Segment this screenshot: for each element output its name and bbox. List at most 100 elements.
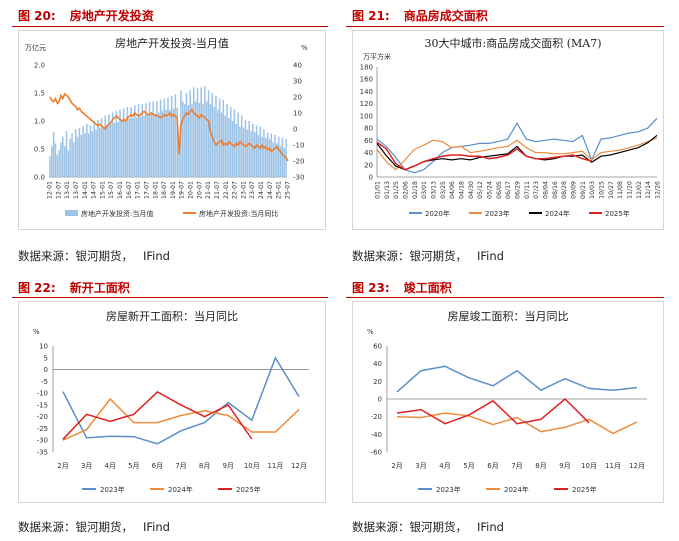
legend-line-label: 房地产开发投资:当月同比 bbox=[199, 209, 278, 218]
y-tick-label: 40 bbox=[373, 360, 382, 368]
bar-mark bbox=[259, 126, 262, 177]
series-line bbox=[62, 356, 300, 445]
bar-mark bbox=[218, 98, 221, 177]
x-tick-label: 22-01 bbox=[223, 181, 230, 199]
bar-mark bbox=[246, 129, 249, 177]
chart-title: 房地产开发投资-当月值 bbox=[115, 36, 229, 50]
bar-mark bbox=[80, 135, 83, 177]
fig21-chart-box: 30大中城市:商品房成交面积 (MA7) 万平方米 0 20 40 60 80 100 120 1… bbox=[352, 30, 664, 230]
bar-mark bbox=[163, 98, 166, 177]
y-tick-label: 60 bbox=[364, 137, 373, 145]
y-tick-label: -40 bbox=[371, 431, 382, 439]
x-tick-label: 12月 bbox=[291, 462, 307, 470]
fig23-number: 图 23: bbox=[352, 281, 390, 295]
fig23-chart-box: 房屋竣工面积：当月同比% -60 -40 -20 0 20 40 60 2月 3月 4月 5月 6月 7月… bbox=[352, 301, 664, 503]
right-tick-label: -30 bbox=[293, 174, 304, 182]
fig20-rule bbox=[12, 26, 328, 27]
left-tick-label: 2.0 bbox=[34, 62, 45, 70]
y-tick-label: 0 bbox=[369, 174, 373, 182]
x-tick-label: 7月 bbox=[511, 462, 522, 470]
x-tick-label: 01/13 bbox=[384, 181, 391, 199]
x-tick-label: 21-07 bbox=[214, 181, 221, 199]
bar-mark bbox=[193, 87, 195, 177]
bar-mark bbox=[124, 119, 127, 177]
bar-mark bbox=[73, 142, 75, 177]
bar-mark bbox=[263, 129, 265, 177]
x-tick-label: 3月 bbox=[415, 462, 426, 470]
x-tick-label: 8月 bbox=[535, 462, 546, 470]
bar-mark bbox=[198, 103, 201, 177]
source-label: 数据来源：银河期货， bbox=[18, 520, 133, 534]
bar-mark bbox=[150, 114, 153, 177]
bar-mark bbox=[152, 101, 155, 177]
x-tick-label: 01/01 bbox=[375, 181, 382, 199]
x-tick-label: 13-01 bbox=[64, 181, 71, 199]
fig21-title: 图 21: 商品房成交面积 bbox=[352, 7, 488, 24]
x-tick-label: 12-07 bbox=[55, 181, 62, 199]
x-tick-label: 23-07 bbox=[249, 181, 256, 199]
source-label: 数据来源：银河期货， bbox=[352, 249, 467, 263]
bar-mark bbox=[257, 135, 260, 177]
fig20-number: 图 20: bbox=[18, 9, 56, 23]
bar-mark bbox=[233, 109, 236, 177]
y-tick-label: 5 bbox=[44, 354, 48, 362]
x-tick-label: 23-01 bbox=[240, 181, 247, 199]
source-label: 数据来源：银河期货， bbox=[352, 520, 467, 534]
bar-mark bbox=[97, 119, 99, 177]
x-tick-label: 2月 bbox=[391, 462, 402, 470]
bar-mark bbox=[178, 149, 180, 177]
bar-mark bbox=[222, 99, 225, 177]
legend-label: 2023年 bbox=[436, 485, 461, 494]
fig22-number: 图 22: bbox=[18, 281, 56, 295]
y-tick-label: 60 bbox=[373, 343, 382, 351]
x-tick-label: 25-01 bbox=[276, 181, 283, 199]
bar-mark bbox=[93, 121, 95, 177]
x-tick-label: 20-01 bbox=[188, 181, 195, 199]
legend-label: 2023年 bbox=[100, 485, 125, 494]
bar-mark bbox=[84, 133, 86, 177]
x-tick-label: 3月 bbox=[81, 462, 92, 470]
bar-mark bbox=[146, 115, 149, 177]
legend-label: 2020年 bbox=[425, 209, 450, 218]
bar-mark bbox=[119, 109, 121, 177]
fig22-chart: 房屋新开工面积：当月同比% -35 -30 -25 -20 -15 -10 -5 0 5 10 2月 3… bbox=[33, 309, 309, 494]
bar-mark bbox=[276, 143, 278, 177]
bar-mark bbox=[74, 129, 77, 177]
source-fig21: 数据来源：银河期货， IFind bbox=[352, 248, 504, 264]
bar-mark bbox=[204, 86, 206, 177]
x-tick-label: 24-07 bbox=[267, 181, 274, 199]
x-tick-label: 6月 bbox=[152, 462, 163, 470]
bar-mark bbox=[255, 125, 258, 177]
bar-mark bbox=[115, 110, 118, 177]
bar-mark bbox=[268, 138, 271, 177]
x-tick-label: 14-07 bbox=[91, 181, 98, 199]
x-tick-label: 12月 bbox=[629, 462, 645, 470]
bar-mark bbox=[139, 116, 142, 177]
bar-mark bbox=[266, 132, 269, 177]
x-tick-label: 6月 bbox=[487, 462, 498, 470]
bar-mark bbox=[158, 112, 160, 177]
x-tick-label: 5月 bbox=[463, 462, 474, 470]
source-fig20: 数据来源：银河期货， IFind bbox=[18, 248, 170, 264]
bar-mark bbox=[102, 126, 105, 177]
bar-mark bbox=[265, 137, 267, 177]
x-tick-label: 07/11 bbox=[524, 181, 531, 199]
bar-mark bbox=[137, 104, 140, 177]
fig21-number: 图 21: bbox=[352, 9, 390, 23]
bar-mark bbox=[183, 104, 186, 177]
x-tick-label: 16-01 bbox=[117, 181, 124, 199]
bar-mark bbox=[181, 101, 184, 177]
bar-mark bbox=[170, 95, 173, 177]
x-tick-label: 2月 bbox=[57, 462, 68, 470]
x-tick-label: 03/13 bbox=[431, 181, 438, 199]
x-tick-label: 06/17 bbox=[505, 181, 512, 199]
y-tick-label: -20 bbox=[371, 413, 382, 421]
bar-mark bbox=[207, 90, 210, 177]
y-tick-label: 80 bbox=[364, 125, 373, 133]
source-ifind: IFind bbox=[143, 520, 170, 534]
y-tick-label: 40 bbox=[364, 149, 373, 157]
x-tick-label: 14-01 bbox=[82, 181, 89, 199]
y-axis-unit: % bbox=[33, 328, 40, 336]
bar-mark bbox=[122, 108, 125, 177]
x-tick-label: 13-07 bbox=[73, 181, 80, 199]
